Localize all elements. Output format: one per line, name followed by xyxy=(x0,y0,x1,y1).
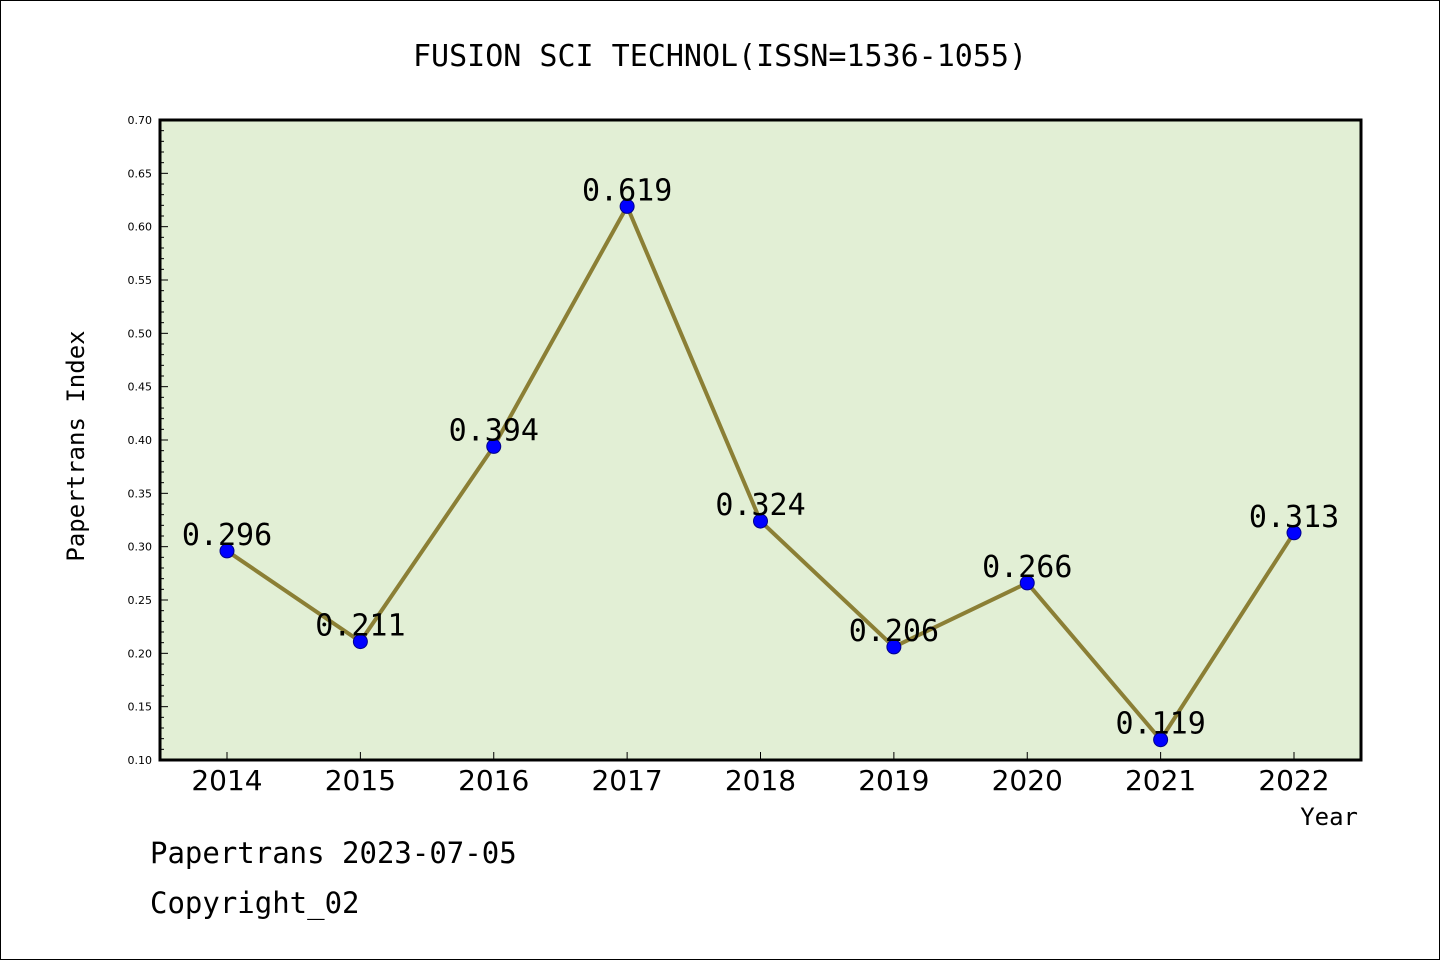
data-point xyxy=(219,543,235,559)
data-label: 0.296 xyxy=(182,518,272,553)
data-label: 0.619 xyxy=(582,173,672,208)
footer-copyright: Copyright_02 xyxy=(150,886,360,921)
y-tick-label: 0.25 xyxy=(128,594,153,607)
y-tick-label: 0.65 xyxy=(128,167,153,180)
data-point xyxy=(753,513,768,529)
x-tick-label: 2016 xyxy=(458,764,529,797)
y-tick-label: 0.10 xyxy=(128,754,153,767)
y-tick-label: 0.45 xyxy=(128,381,153,394)
data-point xyxy=(619,198,635,214)
x-tick-label: 2019 xyxy=(858,764,929,797)
data-point xyxy=(886,639,902,655)
data-point xyxy=(1153,732,1169,748)
y-tick-label: 0.60 xyxy=(128,221,153,234)
chart-title: FUSION SCI TECHNOL(ISSN=1536-1055) xyxy=(413,39,1027,74)
data-point xyxy=(1286,525,1302,541)
y-tick-label: 0.15 xyxy=(128,701,153,714)
y-tick-label: 0.30 xyxy=(128,541,153,554)
plot-area xyxy=(158,118,1363,762)
data-label: 0.313 xyxy=(1249,500,1339,535)
x-tick-label: 2018 xyxy=(725,764,796,797)
footer-date: Papertrans 2023-07-05 xyxy=(150,836,517,870)
x-tick-label: 2015 xyxy=(325,764,396,797)
x-tick-label: 2014 xyxy=(191,764,262,797)
data-label: 0.266 xyxy=(982,550,1072,585)
y-tick-label: 0.55 xyxy=(128,274,153,287)
x-tick-label: 2022 xyxy=(1258,764,1329,797)
data-label: 0.394 xyxy=(449,413,539,448)
x-tick-label: 2017 xyxy=(591,764,662,797)
data-label-group: 0.296 0.211 0.394 0.619 0.324 0.206 0.266 0.119… xyxy=(182,173,1339,741)
x-axis-label: Year xyxy=(1300,803,1358,831)
data-label: 0.119 xyxy=(1115,707,1205,742)
y-tick-label: 0.50 xyxy=(128,327,153,340)
data-point xyxy=(352,634,368,650)
y-tick-label: 0.40 xyxy=(128,434,153,447)
data-label: 0.206 xyxy=(849,614,939,649)
series-line-group xyxy=(219,198,1302,748)
y-tick-label: 0.20 xyxy=(128,647,153,660)
y-tick-label: 0.70 xyxy=(128,114,153,127)
x-axis: 2014 2015 2016 2017 2018 2019 2020 2021 2022 xyxy=(191,752,1330,797)
data-point xyxy=(1019,575,1035,591)
x-tick-label: 2020 xyxy=(992,764,1063,797)
x-tick-label: 2021 xyxy=(1125,764,1196,797)
data-label: 0.324 xyxy=(715,488,805,523)
y-axis-label: Papertrans Index xyxy=(62,330,90,561)
y-axis: 0.10 0.15 0.20 0.25 0.30 0.35 0.40 0.45 0.50 0.55… xyxy=(128,114,168,767)
y-tick-label: 0.35 xyxy=(128,487,153,500)
data-label: 0.211 xyxy=(315,609,405,644)
data-point xyxy=(486,438,502,454)
